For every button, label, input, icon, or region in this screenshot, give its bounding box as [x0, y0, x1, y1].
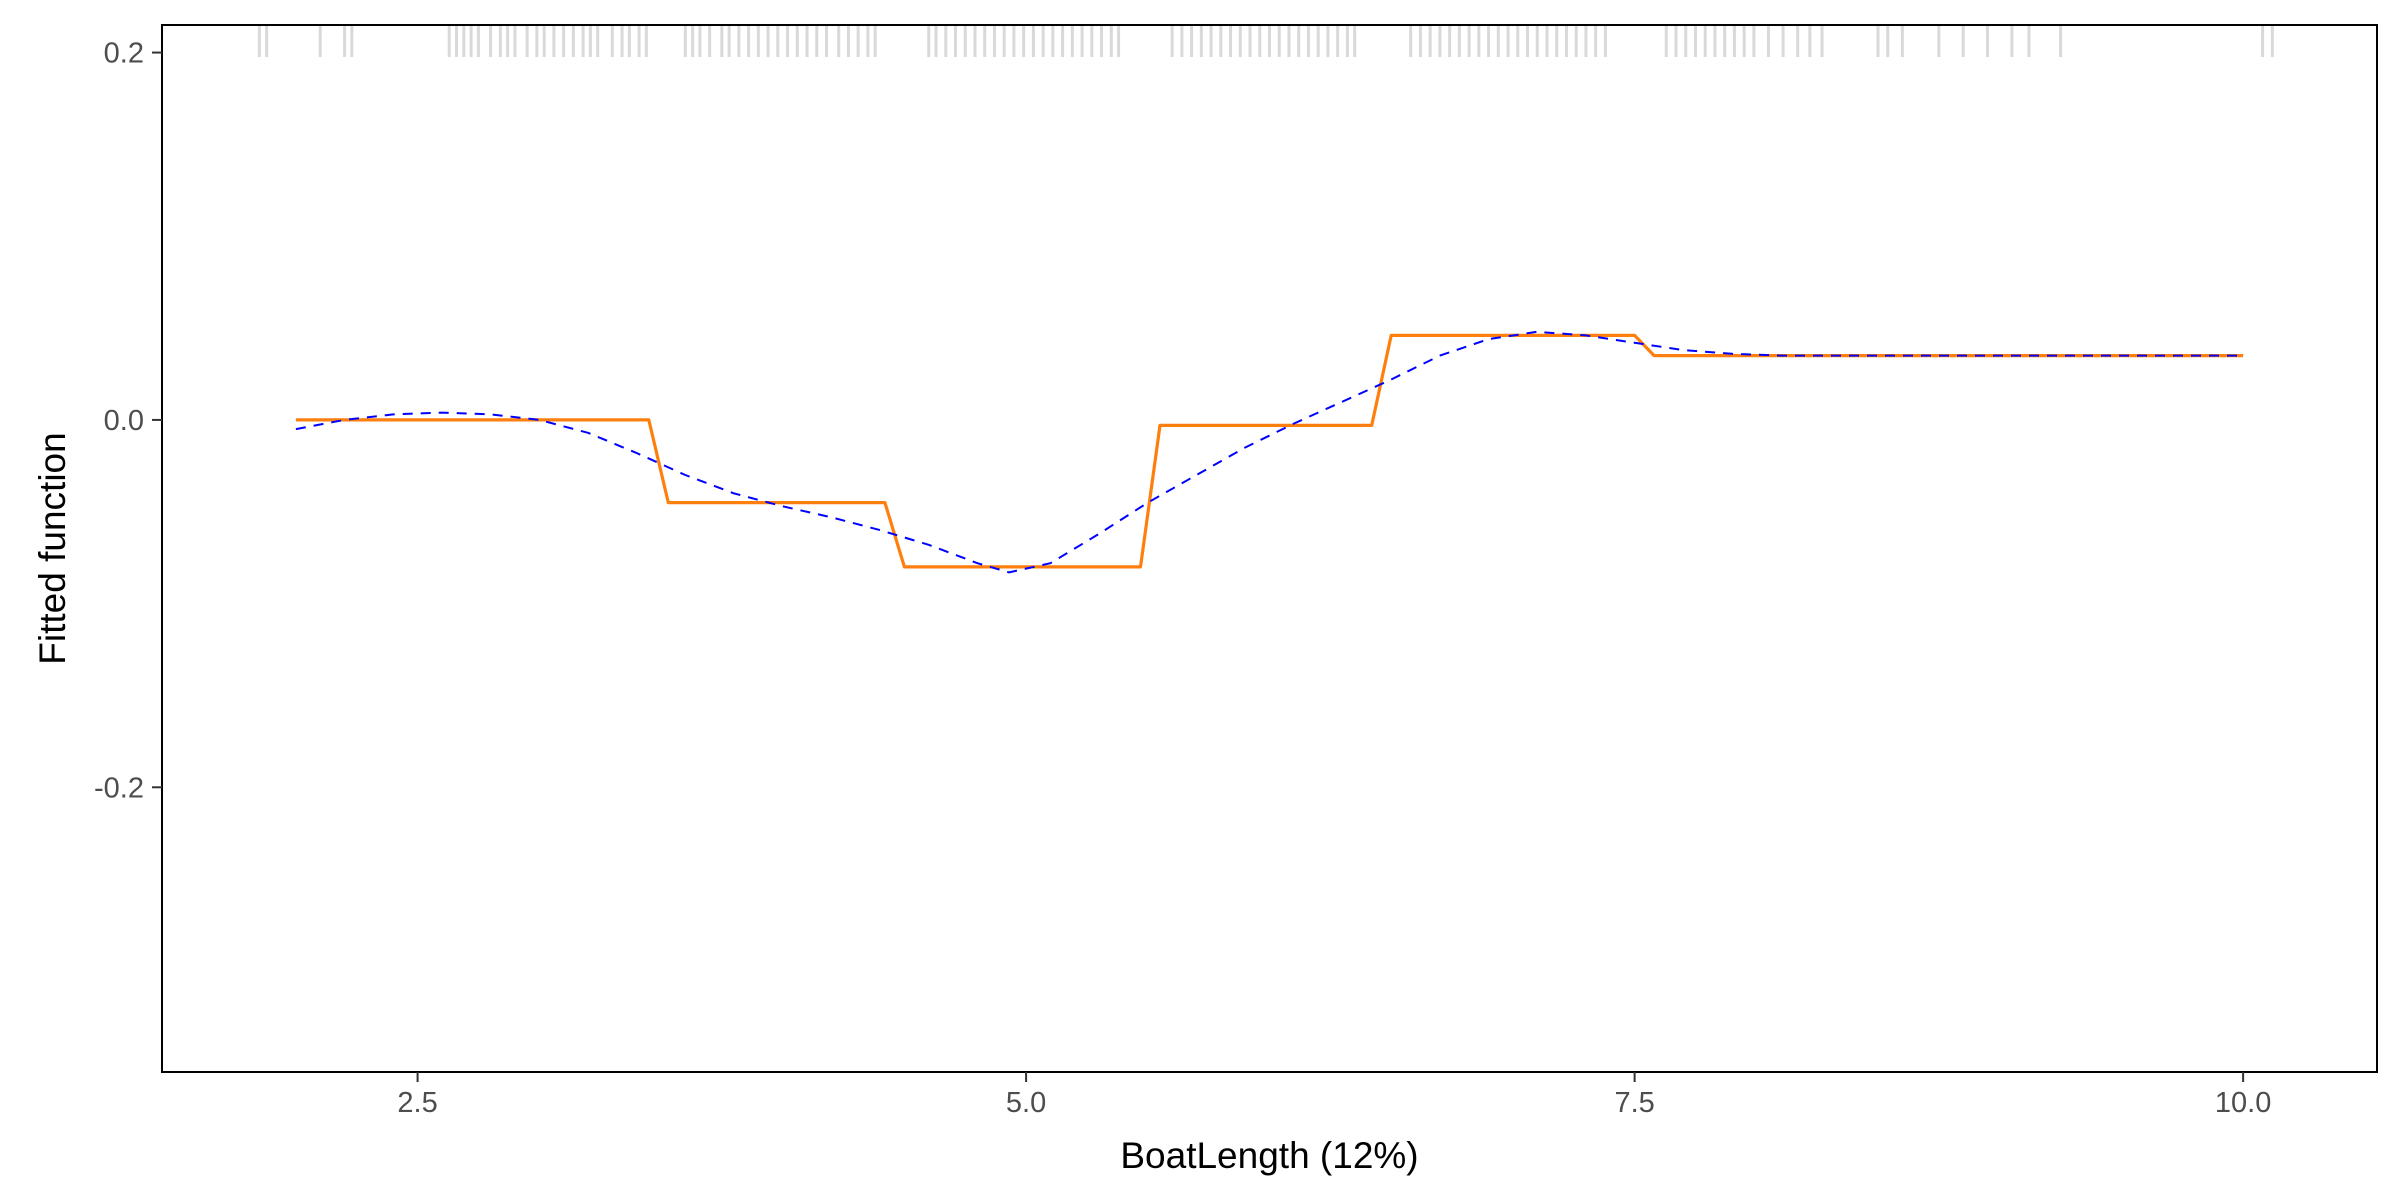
x-tick-label: 7.5 [1614, 1087, 1654, 1119]
plot-panel-border [161, 24, 2378, 1073]
x-axis-title: BoatLength (12%) [1120, 1135, 1418, 1176]
x-tick-label: 5.0 [1006, 1087, 1046, 1119]
smooth-fit-line [295, 330, 2244, 574]
step-fit-line [295, 333, 2244, 569]
x-tick-label: 2.5 [397, 1087, 437, 1119]
y-tick-label: 0.2 [104, 38, 144, 70]
y-axis: 0.2 0.0 -0.2 [94, 38, 162, 804]
y-axis-title: Fitted function [32, 432, 73, 664]
y-tick-label: 0.0 [104, 405, 144, 437]
rug-marks [257, 25, 2274, 57]
x-axis: 2.5 5.0 7.5 10.0 [397, 1072, 2271, 1119]
y-tick-label: -0.2 [94, 772, 144, 804]
x-tick-label: 10.0 [2215, 1087, 2271, 1119]
series-lines [295, 330, 2244, 574]
